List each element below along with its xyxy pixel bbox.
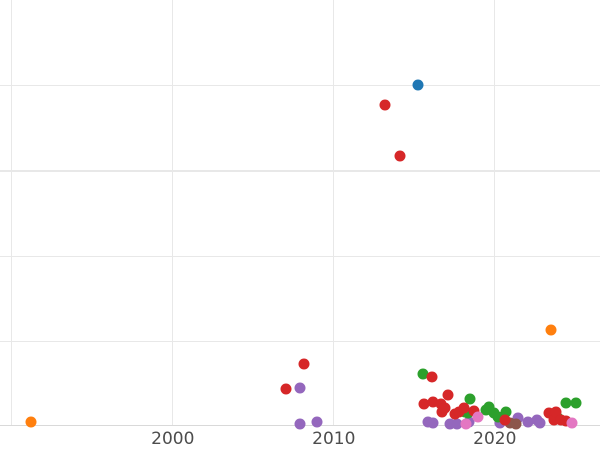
scatter-point-red	[394, 150, 406, 162]
scatter-point-purple	[534, 417, 546, 429]
scatter-point-green	[560, 397, 572, 409]
scatter-point-green	[570, 397, 582, 409]
plot-area	[0, 0, 600, 430]
scatter-point-purple	[451, 418, 463, 430]
scatter-point-pink	[460, 418, 472, 430]
scatter-point-red	[548, 414, 560, 426]
gridline-vertical-2000	[172, 0, 174, 425]
gridline-horizontal-3	[0, 170, 600, 172]
scatter-point-red	[442, 389, 454, 401]
scatter-point-pink	[472, 411, 484, 423]
scatter-point-orange	[545, 324, 557, 336]
scatter-point-purple	[522, 416, 534, 428]
scatter-point-green	[462, 407, 474, 419]
scatter-point-blue	[412, 79, 424, 91]
scatter-point-red	[543, 407, 555, 419]
scatter-point-red	[426, 371, 438, 383]
scatter-point-brown	[504, 417, 516, 429]
scatter-point-red	[468, 405, 480, 417]
scatter-point-red	[280, 383, 291, 395]
scatter-point-green	[483, 401, 495, 413]
scatter-point-red	[550, 406, 562, 418]
scatter-point-purple	[294, 418, 306, 430]
scatter-point-red	[560, 415, 572, 427]
scatter-point-green	[500, 406, 512, 418]
x-axis: 2000 2010 2020	[0, 426, 600, 450]
gridline-horizontal-4	[0, 85, 600, 87]
scatter-point-green	[492, 411, 504, 423]
scatter-point-red	[418, 398, 430, 410]
scatter-point-purple	[311, 416, 323, 428]
gridline-horizontal-1	[0, 341, 600, 343]
scatter-point-purple	[294, 382, 306, 394]
x-tick-label-2000: 2000	[151, 429, 195, 449]
scatter-point-red	[439, 402, 451, 414]
scatter-point-pink	[566, 417, 578, 429]
scatter-point-green	[417, 368, 429, 380]
x-tick-label-2020: 2020	[473, 429, 517, 449]
gridline-vertical-1990	[11, 0, 13, 425]
x-tick-label-2010: 2010	[312, 429, 356, 449]
scatter-point-red	[458, 402, 470, 414]
scatter-point-red	[379, 99, 390, 111]
gridline-horizontal-2	[0, 255, 600, 258]
scatter-point-brown	[510, 418, 522, 430]
scatter-point-purple	[512, 412, 524, 424]
scatter-point-green	[464, 393, 476, 405]
gridline-vertical-2010	[333, 0, 335, 425]
scatter-point-purple	[444, 418, 456, 430]
scatter-point-red	[499, 414, 511, 426]
scatter-point-red	[427, 396, 439, 408]
gridline-vertical-2020	[494, 0, 496, 425]
scatter-point-orange	[25, 416, 37, 428]
scatter-point-red	[298, 358, 310, 370]
scatter-point-purple	[427, 417, 439, 429]
